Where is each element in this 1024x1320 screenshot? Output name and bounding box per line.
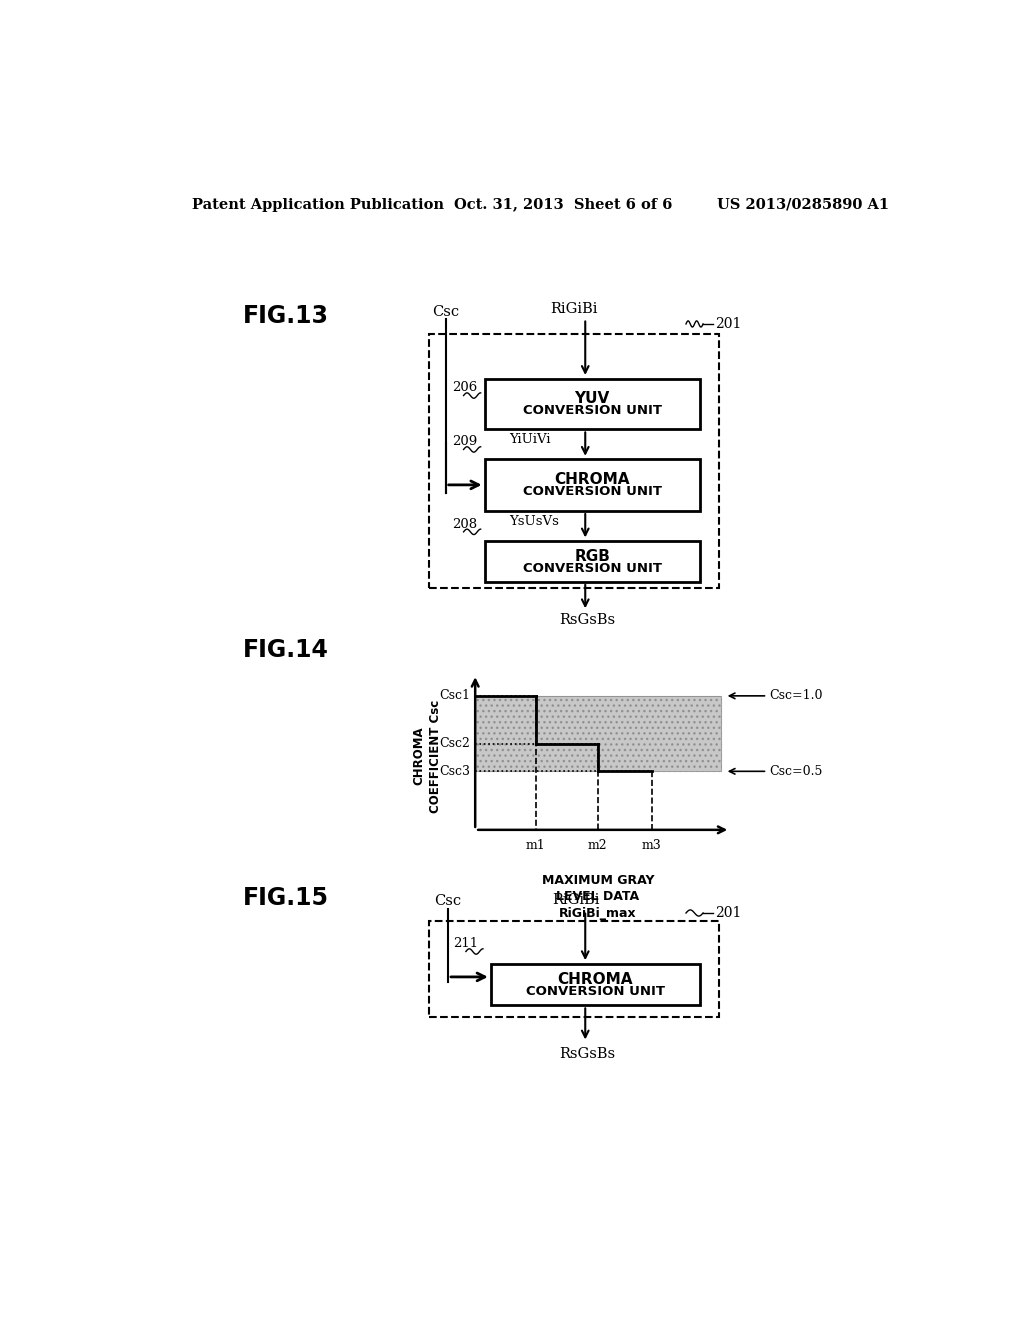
Text: m3: m3 — [642, 838, 662, 851]
Bar — [475, 696, 721, 771]
Text: Csc1: Csc1 — [439, 689, 471, 702]
Bar — [484, 541, 700, 582]
Text: RiGiBi: RiGiBi — [550, 302, 598, 317]
Text: Patent Application Publication: Patent Application Publication — [191, 198, 443, 211]
Text: MAXIMUM GRAY
LEVEL DATA
RiGiBi_max: MAXIMUM GRAY LEVEL DATA RiGiBi_max — [542, 875, 654, 920]
Text: US 2013/0285890 A1: US 2013/0285890 A1 — [717, 198, 889, 211]
Text: m1: m1 — [525, 838, 546, 851]
Bar — [429, 334, 719, 589]
Bar — [475, 696, 721, 771]
Text: m2: m2 — [588, 838, 607, 851]
Text: RGB: RGB — [574, 549, 610, 564]
Text: FIG.13: FIG.13 — [243, 304, 329, 329]
Text: CONVERSION UNIT: CONVERSION UNIT — [522, 486, 662, 499]
Text: 208: 208 — [452, 517, 477, 531]
Text: Csc=0.5: Csc=0.5 — [770, 764, 823, 777]
Text: YiUiVi: YiUiVi — [509, 433, 551, 446]
Text: FIG.14: FIG.14 — [243, 638, 329, 661]
Text: CONVERSION UNIT: CONVERSION UNIT — [522, 404, 662, 417]
Text: Csc2: Csc2 — [439, 737, 471, 750]
Text: 201: 201 — [716, 317, 741, 331]
Text: CHROMA: CHROMA — [558, 972, 633, 987]
Bar — [484, 379, 700, 429]
Text: CONVERSION UNIT: CONVERSION UNIT — [522, 562, 662, 576]
Text: FIG.15: FIG.15 — [243, 886, 329, 909]
Text: Csc: Csc — [432, 305, 460, 319]
Text: YUV: YUV — [574, 391, 610, 407]
Text: RsGsBs: RsGsBs — [559, 614, 615, 627]
Text: RiGiBi: RiGiBi — [553, 892, 600, 907]
Bar — [490, 964, 700, 1006]
Text: 201: 201 — [716, 906, 741, 920]
Bar — [429, 921, 719, 1016]
Text: CHROMA: CHROMA — [554, 473, 630, 487]
Bar — [484, 459, 700, 511]
Text: Csc3: Csc3 — [439, 764, 471, 777]
Text: Csc: Csc — [434, 895, 461, 908]
Text: 206: 206 — [452, 381, 477, 395]
Text: YsUsVs: YsUsVs — [509, 515, 559, 528]
Text: 211: 211 — [454, 937, 478, 950]
Text: CONVERSION UNIT: CONVERSION UNIT — [526, 985, 665, 998]
Text: Csc=1.0: Csc=1.0 — [770, 689, 823, 702]
Text: RsGsBs: RsGsBs — [559, 1047, 615, 1061]
Text: 209: 209 — [452, 436, 477, 449]
Text: CHROMA
COEFFICIENT Csc: CHROMA COEFFICIENT Csc — [412, 700, 442, 813]
Text: Oct. 31, 2013  Sheet 6 of 6: Oct. 31, 2013 Sheet 6 of 6 — [454, 198, 672, 211]
